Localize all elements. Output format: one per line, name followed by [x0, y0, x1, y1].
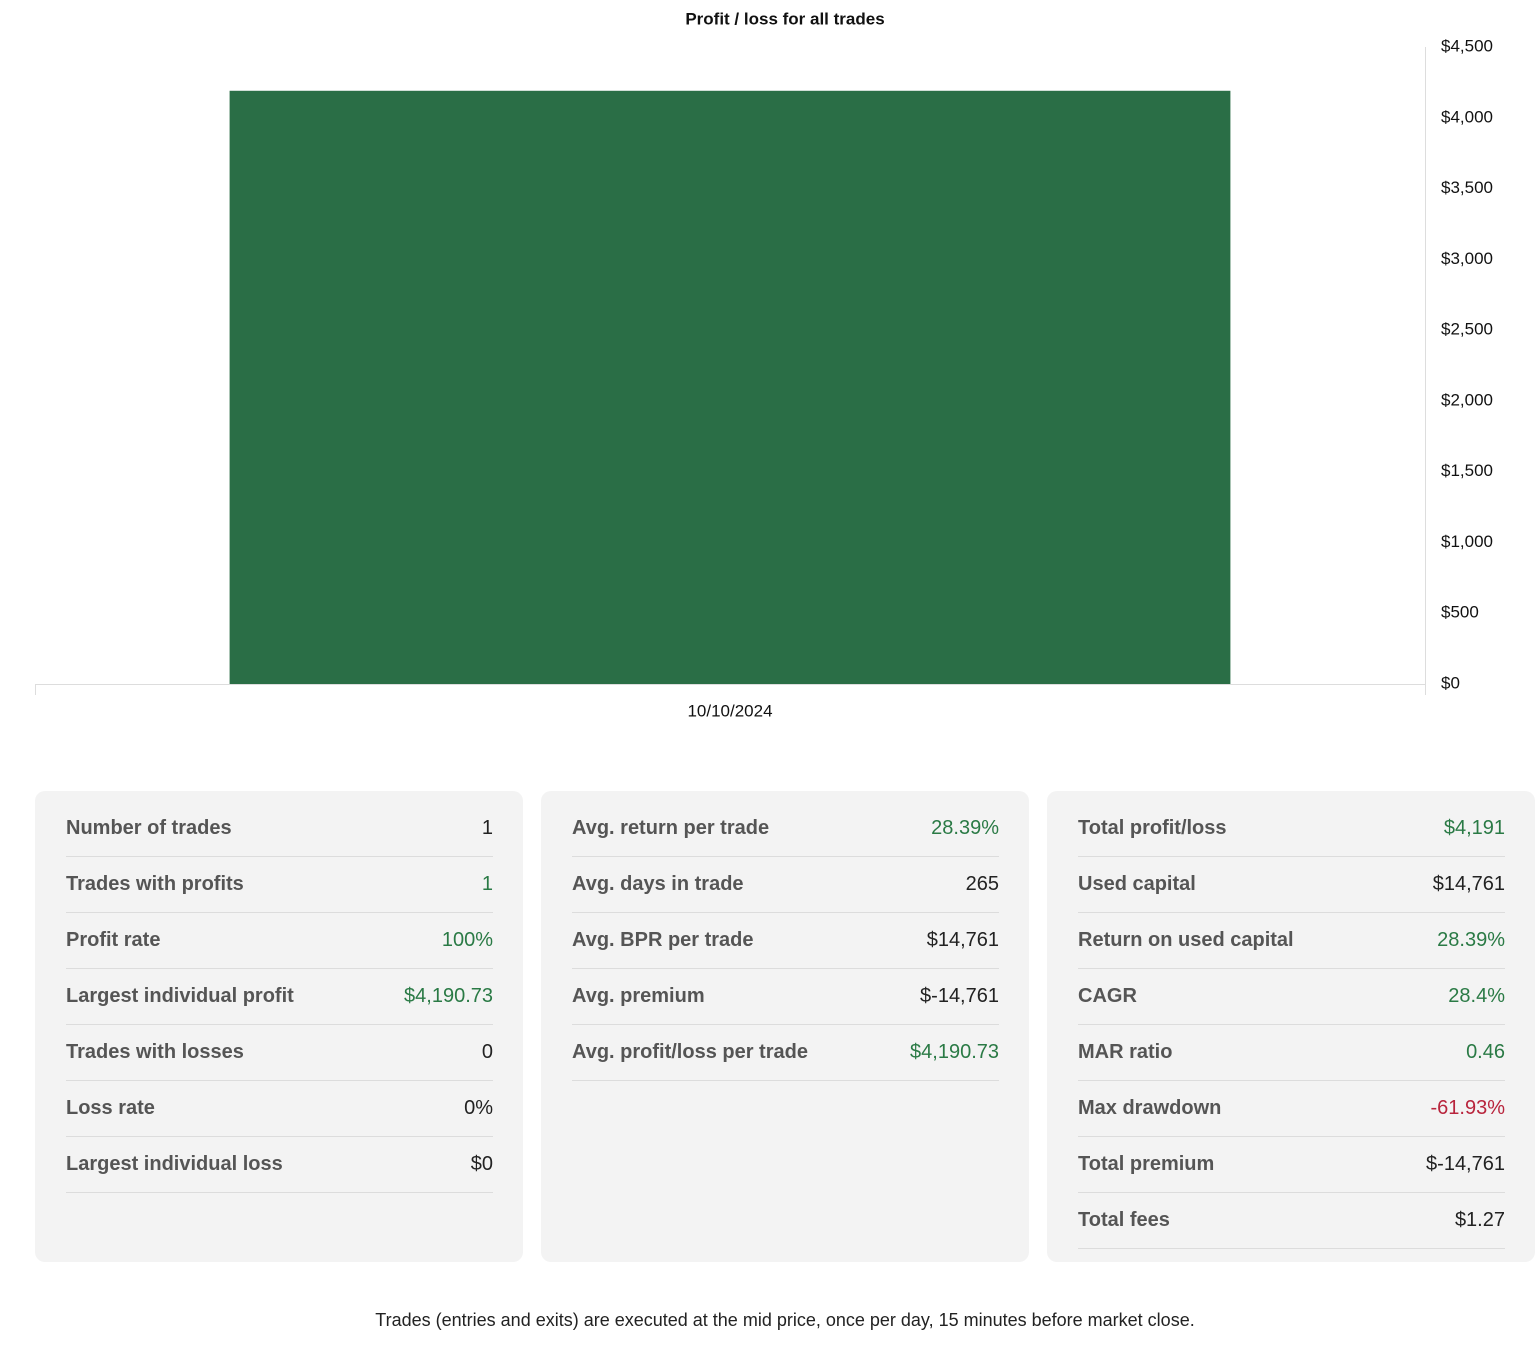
bar [229, 90, 1231, 685]
stat-value: 28.39% [931, 817, 999, 839]
y-tick-label: $3,500 [1441, 178, 1493, 197]
stat-label: CAGR [1078, 985, 1137, 1007]
y-tick-label: $4,500 [1441, 36, 1493, 55]
x-tick-label: 10/10/2024 [687, 701, 772, 720]
stat-row: CAGR 28.4% [1078, 969, 1505, 1025]
stat-label: Avg. premium [572, 985, 705, 1007]
stat-value: $14,761 [1432, 873, 1505, 895]
stat-value: 28.39% [1437, 929, 1505, 951]
stat-label: Trades with losses [66, 1041, 244, 1063]
stat-value: $0 [470, 1153, 493, 1175]
stats-panels: Number of trades 1 Trades with profits 1 Pro… [35, 791, 1535, 1262]
stat-value: $4,190.73 [910, 1041, 999, 1063]
stat-row: Max drawdown -61.93% [1078, 1081, 1505, 1137]
stat-row: Loss rate 0% [66, 1081, 493, 1137]
stat-value: $14,761 [926, 929, 999, 951]
stat-value: $-14,761 [1426, 1153, 1505, 1175]
stat-row: Profit rate 100% [66, 913, 493, 969]
stat-label: Avg. days in trade [572, 873, 744, 895]
chart: Profit / loss for all trades $0 $500 $1,00… [35, 9, 1493, 720]
stat-row: Largest individual profit $4,190.73 [66, 969, 493, 1025]
stat-label: Return on used capital [1078, 929, 1294, 951]
stats-panel: Avg. return per trade 28.39% Avg. days in … [541, 791, 1029, 1262]
y-tick-label: $4,000 [1441, 107, 1493, 126]
chart-title: Profit / loss for all trades [685, 9, 884, 28]
stat-label: Max drawdown [1078, 1097, 1222, 1119]
y-tick-label: $1,000 [1441, 532, 1493, 551]
stat-label: Avg. BPR per trade [572, 929, 754, 951]
stat-value: 265 [965, 873, 999, 895]
stat-row: Total profit/loss $4,191 [1078, 801, 1505, 857]
stat-label: Total fees [1078, 1209, 1170, 1231]
stat-row: Avg. BPR per trade $14,761 [572, 913, 999, 969]
y-tick-label: $2,500 [1441, 320, 1493, 339]
y-tick-label: $0 [1441, 673, 1460, 692]
stat-label: Used capital [1078, 873, 1196, 895]
stat-value: $1.27 [1454, 1209, 1505, 1231]
stat-label: Largest individual profit [66, 985, 294, 1007]
stat-row: MAR ratio 0.46 [1078, 1025, 1505, 1081]
stat-label: Loss rate [66, 1097, 155, 1119]
footnote: Trades (entries and exits) are executed … [375, 1310, 1195, 1330]
y-tick-label: $2,000 [1441, 390, 1493, 409]
stat-row: Used capital $14,761 [1078, 857, 1505, 913]
stat-row: Avg. days in trade 265 [572, 857, 999, 913]
y-tick-label: $500 [1441, 603, 1479, 622]
stat-value: $4,190.73 [404, 985, 493, 1007]
stat-label: Trades with profits [66, 873, 244, 895]
stat-row: Total premium $-14,761 [1078, 1137, 1505, 1193]
stat-value: $4,191 [1443, 817, 1505, 839]
stat-row: Avg. premium $-14,761 [572, 969, 999, 1025]
stats-panel: Total profit/loss $4,191 Used capital $14,7… [1047, 791, 1535, 1262]
stats-panel: Number of trades 1 Trades with profits 1 Pro… [35, 791, 523, 1262]
stat-value: 1 [481, 873, 493, 895]
stat-value: 0 [481, 1041, 493, 1063]
stat-value: 100% [441, 929, 493, 951]
stat-row: Trades with profits 1 [66, 857, 493, 913]
stat-row: Largest individual loss $0 [66, 1137, 493, 1193]
stat-label: Number of trades [66, 817, 232, 839]
stat-value: 28.4% [1448, 985, 1505, 1007]
stat-value: -61.93% [1430, 1097, 1506, 1119]
stat-row: Return on used capital 28.39% [1078, 913, 1505, 969]
stat-label: Largest individual loss [66, 1153, 283, 1175]
stat-value: $-14,761 [920, 985, 999, 1007]
stat-label: Total premium [1078, 1153, 1215, 1175]
y-tick-label: $1,500 [1441, 461, 1493, 480]
stat-row: Number of trades 1 [66, 801, 493, 857]
stat-value: 0.46 [1466, 1041, 1505, 1063]
stat-label: Avg. return per trade [572, 817, 770, 839]
stat-label: Profit rate [66, 929, 161, 951]
stat-value: 0% [464, 1097, 493, 1119]
stat-row: Total fees $1.27 [1078, 1193, 1505, 1249]
stat-label: MAR ratio [1078, 1041, 1173, 1063]
y-tick-label: $3,000 [1441, 249, 1493, 268]
stat-row: Trades with losses 0 [66, 1025, 493, 1081]
stat-label: Total profit/loss [1078, 817, 1227, 839]
stat-value: 1 [481, 817, 493, 839]
stat-row: Avg. return per trade 28.39% [572, 801, 999, 857]
stat-row: Avg. profit/loss per trade $4,190.73 [572, 1025, 999, 1081]
stat-label: Avg. profit/loss per trade [572, 1041, 808, 1063]
